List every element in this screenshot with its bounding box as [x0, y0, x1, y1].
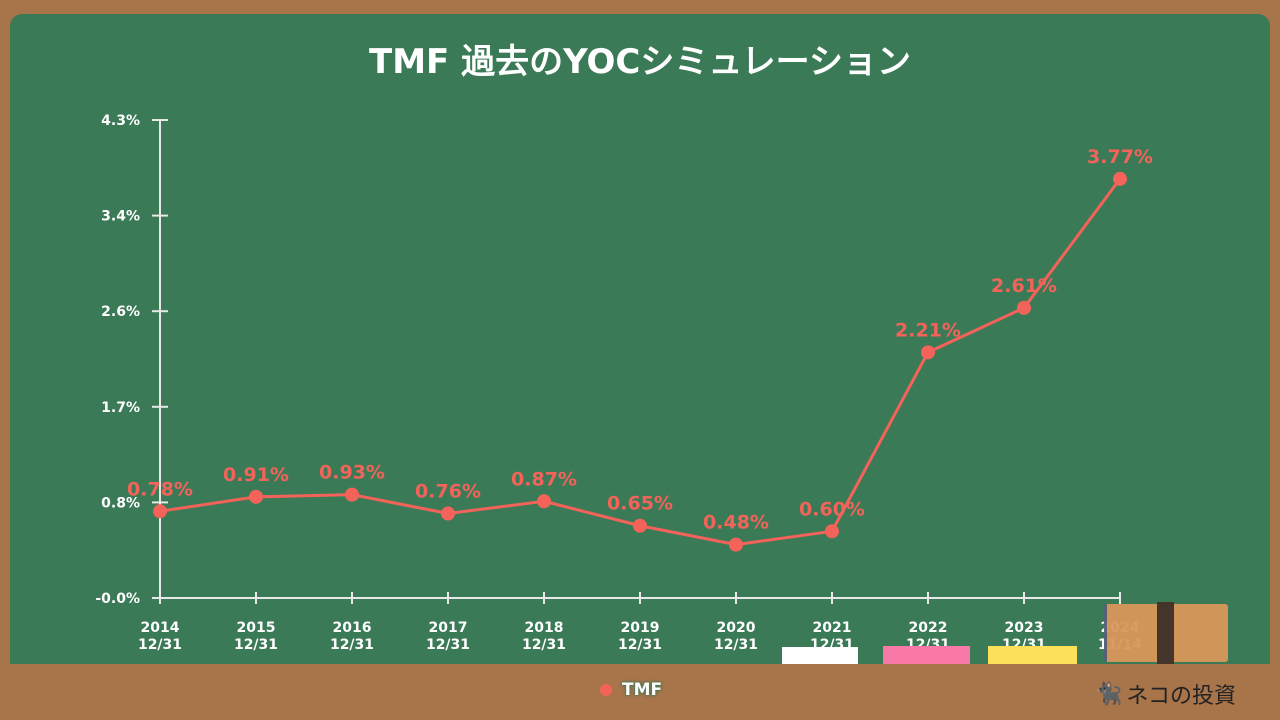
y-tick-label: 3.4% — [101, 209, 140, 225]
x-tick-label: 12/31 — [522, 637, 566, 653]
chalk-pink — [883, 646, 970, 664]
x-tick-label: 2015 — [237, 620, 276, 636]
chalkboard — [10, 14, 1270, 664]
x-tick-label: 2022 — [909, 620, 948, 636]
x-tick-label: 2021 — [813, 620, 852, 636]
chalk-yellow — [988, 646, 1077, 664]
chalk-white — [782, 647, 858, 664]
logo: 🐈‍⬛ ネコの投資 — [1095, 678, 1236, 710]
data-label: 0.91% — [223, 464, 289, 486]
data-point — [249, 489, 263, 504]
data-label: 0.93% — [319, 462, 385, 484]
data-point — [825, 524, 839, 539]
data-point — [729, 537, 743, 552]
data-label: 2.61% — [991, 275, 1057, 297]
data-label: 0.65% — [607, 493, 673, 515]
x-tick-label: 2019 — [621, 620, 660, 636]
series-line — [159, 178, 1122, 547]
data-point — [1017, 300, 1031, 315]
data-label: 0.87% — [511, 468, 577, 490]
data-point — [537, 494, 551, 509]
data-point — [1113, 171, 1127, 186]
x-tick-label: 2018 — [525, 620, 564, 636]
logo-text: ネコの投資 — [1126, 684, 1236, 709]
data-label: 3.77% — [1087, 146, 1153, 168]
data-point — [441, 506, 455, 521]
data-label: 0.60% — [799, 498, 865, 520]
x-tick-label: 2023 — [1005, 620, 1044, 636]
x-tick-label: 2020 — [717, 620, 756, 636]
cat-icon: 🐈‍⬛ — [1095, 681, 1123, 707]
data-label: 0.48% — [703, 512, 769, 534]
y-tick-label: 1.7% — [101, 400, 140, 416]
y-tick-label: 0.8% — [101, 495, 140, 511]
data-point — [153, 504, 167, 519]
x-tick-label: 2017 — [429, 620, 468, 636]
x-tick-label: 12/31 — [426, 637, 470, 653]
legend-marker — [600, 684, 612, 696]
y-tick-label: 4.3% — [101, 113, 140, 129]
legend-label: TMF — [622, 680, 663, 700]
x-tick-label: 12/31 — [330, 637, 374, 653]
x-tick-label: 12/31 — [714, 637, 758, 653]
x-tick-label: 12/31 — [618, 637, 662, 653]
data-label: 0.76% — [415, 481, 481, 503]
legend: TMF — [600, 680, 662, 700]
x-tick-label: 2016 — [333, 620, 372, 636]
data-point — [921, 345, 935, 360]
x-tick-label: 12/31 — [138, 637, 182, 653]
x-tick-label: 12/31 — [234, 637, 278, 653]
data-point — [345, 487, 359, 502]
data-point — [633, 518, 647, 533]
data-label: 2.21% — [895, 319, 961, 341]
y-tick-label: -0.0% — [95, 591, 140, 607]
chart-title: TMF 過去のYOCシミュレーション — [369, 42, 911, 82]
eraser-band — [1157, 602, 1174, 664]
y-tick-label: 2.6% — [101, 304, 140, 320]
x-tick-label: 2014 — [141, 620, 180, 636]
data-label: 0.78% — [127, 478, 193, 500]
